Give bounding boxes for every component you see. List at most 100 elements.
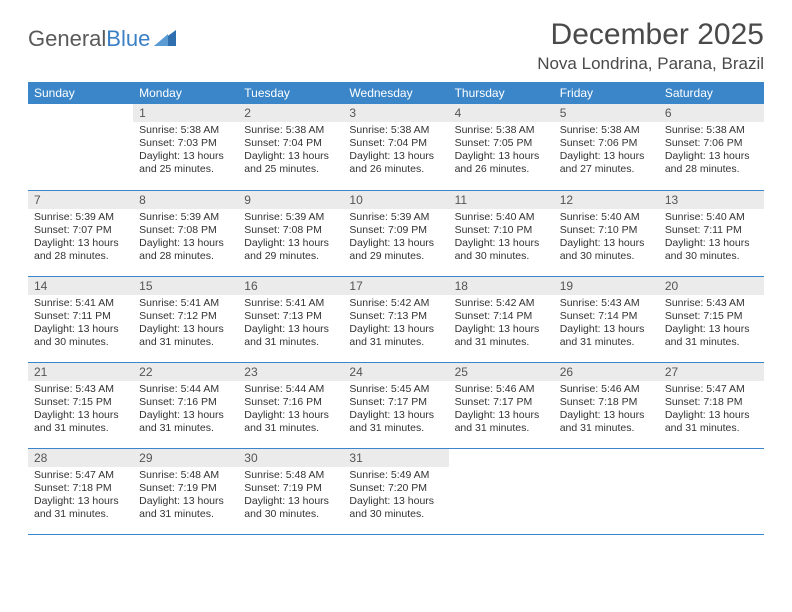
day-body: Sunrise: 5:48 AMSunset: 7:19 PMDaylight:…: [133, 467, 238, 526]
sunset-text: Sunset: 7:04 PM: [244, 137, 337, 150]
logo: GeneralBlue: [28, 18, 176, 52]
logo-word-1: General: [28, 26, 106, 51]
day-number: 1: [133, 104, 238, 122]
sunset-text: Sunset: 7:17 PM: [455, 396, 548, 409]
sunrise-text: Sunrise: 5:45 AM: [349, 383, 442, 396]
sunrise-text: Sunrise: 5:43 AM: [34, 383, 127, 396]
calendar-day-cell: 29Sunrise: 5:48 AMSunset: 7:19 PMDayligh…: [133, 448, 238, 534]
sunrise-text: Sunrise: 5:46 AM: [455, 383, 548, 396]
day-number: 3: [343, 104, 448, 122]
sunrise-text: Sunrise: 5:38 AM: [560, 124, 653, 137]
daylight-text: Daylight: 13 hours and 29 minutes.: [244, 237, 337, 263]
sunset-text: Sunset: 7:06 PM: [560, 137, 653, 150]
calendar-day-cell: 20Sunrise: 5:43 AMSunset: 7:15 PMDayligh…: [659, 276, 764, 362]
weekday-header: Thursday: [449, 82, 554, 104]
day-number: 30: [238, 449, 343, 467]
sunrise-text: Sunrise: 5:42 AM: [349, 297, 442, 310]
day-body: Sunrise: 5:39 AMSunset: 7:07 PMDaylight:…: [28, 209, 133, 268]
calendar-day-cell: 11Sunrise: 5:40 AMSunset: 7:10 PMDayligh…: [449, 190, 554, 276]
sunset-text: Sunset: 7:13 PM: [244, 310, 337, 323]
daylight-text: Daylight: 13 hours and 28 minutes.: [139, 237, 232, 263]
sunset-text: Sunset: 7:19 PM: [139, 482, 232, 495]
calendar-day-cell: 9Sunrise: 5:39 AMSunset: 7:08 PMDaylight…: [238, 190, 343, 276]
daylight-text: Daylight: 13 hours and 31 minutes.: [455, 409, 548, 435]
sunrise-text: Sunrise: 5:42 AM: [455, 297, 548, 310]
calendar-day-cell: 28Sunrise: 5:47 AMSunset: 7:18 PMDayligh…: [28, 448, 133, 534]
day-number: 13: [659, 191, 764, 209]
sunset-text: Sunset: 7:18 PM: [665, 396, 758, 409]
daylight-text: Daylight: 13 hours and 31 minutes.: [665, 323, 758, 349]
day-body: Sunrise: 5:43 AMSunset: 7:15 PMDaylight:…: [28, 381, 133, 440]
calendar-table: Sunday Monday Tuesday Wednesday Thursday…: [28, 82, 764, 535]
daylight-text: Daylight: 13 hours and 31 minutes.: [34, 409, 127, 435]
sunrise-text: Sunrise: 5:48 AM: [244, 469, 337, 482]
calendar-day-cell: 31Sunrise: 5:49 AMSunset: 7:20 PMDayligh…: [343, 448, 448, 534]
day-body: Sunrise: 5:48 AMSunset: 7:19 PMDaylight:…: [238, 467, 343, 526]
calendar-day-cell: 16Sunrise: 5:41 AMSunset: 7:13 PMDayligh…: [238, 276, 343, 362]
sunset-text: Sunset: 7:16 PM: [244, 396, 337, 409]
calendar-day-cell: 30Sunrise: 5:48 AMSunset: 7:19 PMDayligh…: [238, 448, 343, 534]
calendar-day-cell: 6Sunrise: 5:38 AMSunset: 7:06 PMDaylight…: [659, 104, 764, 190]
day-body: Sunrise: 5:38 AMSunset: 7:06 PMDaylight:…: [554, 122, 659, 181]
daylight-text: Daylight: 13 hours and 30 minutes.: [349, 495, 442, 521]
sunrise-text: Sunrise: 5:38 AM: [349, 124, 442, 137]
weekday-header: Tuesday: [238, 82, 343, 104]
weekday-header: Wednesday: [343, 82, 448, 104]
sunset-text: Sunset: 7:07 PM: [34, 224, 127, 237]
day-number: 14: [28, 277, 133, 295]
calendar-day-cell: 12Sunrise: 5:40 AMSunset: 7:10 PMDayligh…: [554, 190, 659, 276]
sunrise-text: Sunrise: 5:41 AM: [34, 297, 127, 310]
sunrise-text: Sunrise: 5:40 AM: [560, 211, 653, 224]
day-body: Sunrise: 5:47 AMSunset: 7:18 PMDaylight:…: [28, 467, 133, 526]
daylight-text: Daylight: 13 hours and 30 minutes.: [665, 237, 758, 263]
daylight-text: Daylight: 13 hours and 31 minutes.: [455, 323, 548, 349]
day-number: 10: [343, 191, 448, 209]
day-body: Sunrise: 5:38 AMSunset: 7:03 PMDaylight:…: [133, 122, 238, 181]
daylight-text: Daylight: 13 hours and 30 minutes.: [455, 237, 548, 263]
day-number: 17: [343, 277, 448, 295]
sunset-text: Sunset: 7:10 PM: [560, 224, 653, 237]
sunrise-text: Sunrise: 5:38 AM: [139, 124, 232, 137]
daylight-text: Daylight: 13 hours and 31 minutes.: [139, 495, 232, 521]
day-number: 2: [238, 104, 343, 122]
calendar-week-row: 7Sunrise: 5:39 AMSunset: 7:07 PMDaylight…: [28, 190, 764, 276]
day-body: Sunrise: 5:46 AMSunset: 7:18 PMDaylight:…: [554, 381, 659, 440]
sunrise-text: Sunrise: 5:49 AM: [349, 469, 442, 482]
sunrise-text: Sunrise: 5:44 AM: [139, 383, 232, 396]
day-body: Sunrise: 5:40 AMSunset: 7:10 PMDaylight:…: [554, 209, 659, 268]
daylight-text: Daylight: 13 hours and 26 minutes.: [349, 150, 442, 176]
sunset-text: Sunset: 7:15 PM: [665, 310, 758, 323]
daylight-text: Daylight: 13 hours and 31 minutes.: [139, 409, 232, 435]
calendar-day-cell: 27Sunrise: 5:47 AMSunset: 7:18 PMDayligh…: [659, 362, 764, 448]
sunrise-text: Sunrise: 5:38 AM: [665, 124, 758, 137]
day-number: 9: [238, 191, 343, 209]
day-body: Sunrise: 5:39 AMSunset: 7:08 PMDaylight:…: [238, 209, 343, 268]
day-body: Sunrise: 5:40 AMSunset: 7:11 PMDaylight:…: [659, 209, 764, 268]
sunrise-text: Sunrise: 5:46 AM: [560, 383, 653, 396]
sunset-text: Sunset: 7:03 PM: [139, 137, 232, 150]
day-number: 7: [28, 191, 133, 209]
sunset-text: Sunset: 7:18 PM: [560, 396, 653, 409]
calendar-day-cell: 14Sunrise: 5:41 AMSunset: 7:11 PMDayligh…: [28, 276, 133, 362]
sunset-text: Sunset: 7:12 PM: [139, 310, 232, 323]
day-number: 24: [343, 363, 448, 381]
sunrise-text: Sunrise: 5:41 AM: [139, 297, 232, 310]
weekday-header: Saturday: [659, 82, 764, 104]
title-block: December 2025 Nova Londrina, Parana, Bra…: [537, 18, 764, 74]
calendar-day-cell: 5Sunrise: 5:38 AMSunset: 7:06 PMDaylight…: [554, 104, 659, 190]
day-body: Sunrise: 5:38 AMSunset: 7:04 PMDaylight:…: [238, 122, 343, 181]
day-number: 12: [554, 191, 659, 209]
day-body: Sunrise: 5:46 AMSunset: 7:17 PMDaylight:…: [449, 381, 554, 440]
calendar-day-cell: 25Sunrise: 5:46 AMSunset: 7:17 PMDayligh…: [449, 362, 554, 448]
calendar-day-cell: [554, 448, 659, 534]
sunset-text: Sunset: 7:13 PM: [349, 310, 442, 323]
daylight-text: Daylight: 13 hours and 31 minutes.: [349, 323, 442, 349]
day-body: Sunrise: 5:49 AMSunset: 7:20 PMDaylight:…: [343, 467, 448, 526]
day-number: 31: [343, 449, 448, 467]
day-number: 21: [28, 363, 133, 381]
day-body: Sunrise: 5:39 AMSunset: 7:09 PMDaylight:…: [343, 209, 448, 268]
sunrise-text: Sunrise: 5:39 AM: [349, 211, 442, 224]
calendar-day-cell: 1Sunrise: 5:38 AMSunset: 7:03 PMDaylight…: [133, 104, 238, 190]
sunset-text: Sunset: 7:08 PM: [139, 224, 232, 237]
calendar-day-cell: 21Sunrise: 5:43 AMSunset: 7:15 PMDayligh…: [28, 362, 133, 448]
